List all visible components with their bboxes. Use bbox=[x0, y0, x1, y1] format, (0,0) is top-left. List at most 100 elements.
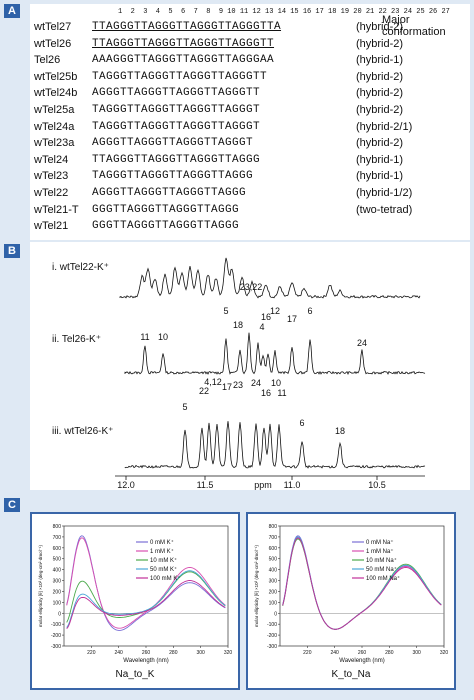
peak-label-iii: 17 bbox=[222, 382, 232, 392]
conformation-label: (hybrid-2) bbox=[356, 21, 404, 33]
cd-y-axis-label: molar ellipticity [θ] ×10³ (deg·cm²·dmol… bbox=[38, 544, 43, 627]
cd-y-tick-label: 200 bbox=[269, 589, 278, 595]
conformation-label: (hybrid-2/1) bbox=[356, 120, 413, 133]
peak-label-iii: 5 bbox=[182, 402, 187, 412]
cd-series-line bbox=[66, 570, 226, 628]
peak-label-iii: 18 bbox=[335, 426, 345, 436]
cd-legend-label: 50 mM Na⁺ bbox=[366, 566, 397, 573]
cd-legend-label: 100 mM K⁺ bbox=[150, 575, 181, 582]
cd-y-tick-label: 700 bbox=[53, 535, 62, 541]
cd-x-tick-label: 220 bbox=[87, 650, 96, 656]
peak-label-iii: 16 bbox=[261, 388, 271, 398]
cd-legend-label: 0 mM K⁺ bbox=[150, 539, 174, 546]
cd-y-tick-label: 800 bbox=[269, 524, 278, 530]
cd-y-tick-label: 400 bbox=[53, 568, 62, 574]
cd-x-tick-label: 300 bbox=[412, 650, 421, 656]
cd-y-tick-label: 400 bbox=[269, 568, 278, 574]
conformation-label: (hybrid-2) bbox=[356, 104, 404, 116]
sequence-name: wTel24 bbox=[34, 153, 69, 166]
cd-x-tick-label: 240 bbox=[114, 650, 123, 656]
sequence-text: AAAGGGTTAGGGTTAGGGTTAGGGAA bbox=[92, 54, 275, 67]
cd-y-tick-label: 100 bbox=[269, 600, 278, 606]
cd-y-tick-label: -100 bbox=[267, 622, 277, 628]
major-conformation-header: Major conformation bbox=[382, 14, 446, 38]
peak-label-ii: 4 bbox=[259, 322, 264, 332]
conformation-label: (hybrid-1) bbox=[356, 170, 404, 183]
cd-legend-label: 50 mM K⁺ bbox=[150, 566, 177, 573]
sequence-name: wtTel25b bbox=[34, 70, 78, 83]
peak-label-ii: 12 bbox=[270, 306, 280, 316]
peak-label-ii: 5 bbox=[223, 306, 228, 316]
cd-y-tick-label: -300 bbox=[267, 644, 277, 650]
sequence-text: TAGGGTTAGGGTTAGGGTTAGGGT bbox=[92, 120, 261, 133]
cd-legend-label: 1 mM K⁺ bbox=[150, 548, 174, 555]
sequence-text: TAGGGTTAGGGTTAGGGTTAGGGT bbox=[92, 104, 261, 116]
cd-y-tick-label: 500 bbox=[53, 557, 62, 563]
spectrum-label-i: i. wtTel22-K⁺ bbox=[52, 262, 109, 273]
sequence-name: Tel26 bbox=[34, 54, 61, 67]
conformation-label: (hybrid-2) bbox=[356, 137, 404, 150]
sequence-name: wtTel27 bbox=[34, 21, 72, 33]
cd-x-tick-label: 280 bbox=[169, 650, 178, 656]
peak-label-iii: 24 bbox=[251, 378, 261, 388]
cd-x-tick-label: 320 bbox=[224, 650, 233, 656]
cd-y-tick-label: -200 bbox=[267, 633, 277, 639]
panel-c-tag: C bbox=[4, 498, 20, 512]
spectrum-label-iii: iii. wtTel26-K⁺ bbox=[52, 426, 113, 437]
cd-x-tick-label: 240 bbox=[330, 650, 339, 656]
peak-label-ii: 24 bbox=[357, 338, 367, 348]
sequence-text: GGGTTAGGGTTAGGGTTAGGG bbox=[92, 203, 240, 216]
peak-label-iii: 6 bbox=[299, 418, 304, 428]
peak-label-ii: 17 bbox=[287, 314, 297, 324]
peak-label-ii: 11 bbox=[140, 332, 149, 342]
nmr-axis-tick-label: 11.0 bbox=[284, 480, 301, 490]
nmr-axis-tick-label: ppm bbox=[254, 480, 272, 490]
cd-series-line bbox=[66, 535, 226, 631]
cd-x-axis-label: Wavelength (nm) bbox=[339, 658, 384, 664]
cd-x-tick-label: 300 bbox=[196, 650, 205, 656]
peak-label-iii: 11 bbox=[277, 388, 286, 398]
conformation-label: (hybrid-2) bbox=[356, 87, 404, 100]
nmr-axis-tick-label: 11.5 bbox=[197, 480, 214, 490]
cd-y-tick-label: 0 bbox=[274, 611, 277, 617]
position-numbers: 1 2 3 4 5 6 7 8 9 10 11 12 13 14 15 16 1… bbox=[118, 8, 450, 16]
panel-b-tag: B bbox=[4, 244, 20, 258]
peak-label-iii: 4,12 bbox=[204, 377, 222, 387]
nmr-spectra: i. wtTel22-K⁺ii. Tel26-K⁺ 11 1051823,22416… bbox=[52, 257, 426, 490]
cd-series-line bbox=[66, 537, 226, 629]
peak-label-ii: 6 bbox=[307, 306, 312, 316]
panel-b: i. wtTel22-K⁺ ii. Tel26-K⁺ 11 10 5 18 23,22 4 16… bbox=[30, 242, 470, 490]
cd-chart-title: K_to_Na bbox=[332, 669, 371, 680]
cd-legend-label: 100 mM Na⁺ bbox=[366, 575, 400, 582]
cd-y-tick-label: 200 bbox=[53, 589, 62, 595]
cd-y-tick-label: 0 bbox=[58, 611, 61, 617]
sequence-text: GGGTTAGGGTTAGGGTTAGGG bbox=[92, 220, 240, 233]
cd-series-line bbox=[282, 538, 442, 630]
cd-legend-label: 10 mM K⁺ bbox=[150, 557, 177, 564]
cd-y-tick-label: 300 bbox=[53, 579, 62, 585]
cd-y-tick-label: -200 bbox=[51, 633, 61, 639]
sequence-name: wTel22 bbox=[34, 187, 69, 199]
spectrum-label-ii: ii. Tel26-K⁺ bbox=[52, 334, 101, 345]
peak-label-iii: 23 bbox=[233, 380, 243, 390]
peak-label-iii: 10 bbox=[271, 378, 281, 388]
peak-label-ii: 16 bbox=[261, 312, 271, 322]
sequence-name: wTel24a bbox=[34, 120, 75, 133]
conformation-label: (hybrid-1) bbox=[356, 54, 404, 67]
conformation-label: (two-tetrad) bbox=[356, 203, 413, 216]
spectrum-line bbox=[124, 421, 426, 469]
sequence-text: TAGGGTTAGGGTTAGGGTTAGGGTT bbox=[92, 70, 268, 83]
panel-a-tag: A bbox=[4, 4, 20, 18]
sequence-name: wTel21 bbox=[34, 220, 69, 233]
conformation-label: (hybrid-1) bbox=[356, 153, 404, 166]
nmr-axis-tick-label: 10.5 bbox=[368, 480, 386, 490]
peak-label-iii: 22 bbox=[199, 386, 209, 396]
cd-y-tick-label: -100 bbox=[51, 622, 61, 628]
nmr-axis-tick-label: 12.0 bbox=[117, 480, 135, 490]
cd-y-tick-label: 600 bbox=[53, 546, 62, 552]
cd-x-tick-label: 260 bbox=[358, 650, 367, 656]
spectrum-line bbox=[119, 257, 421, 299]
conformation-label: (hybrid-2) bbox=[356, 70, 404, 83]
cd-plot-area bbox=[279, 525, 445, 647]
cd-chart-k-to-na: 800 700 600 500 400 300 200 100 0 -100 -200 -300 220… bbox=[246, 512, 456, 690]
